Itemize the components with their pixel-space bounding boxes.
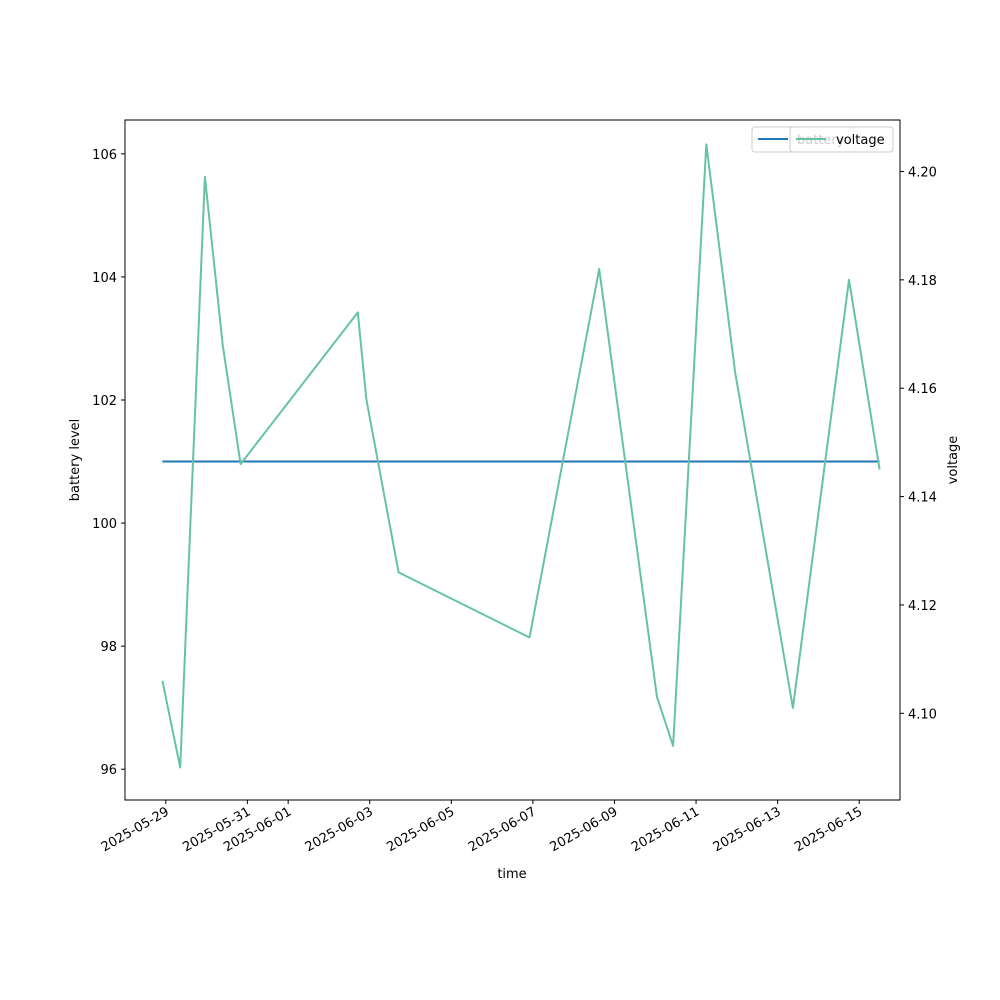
left-tick-label: 102 <box>92 394 117 409</box>
right-tick-label: 4.18 <box>908 274 937 289</box>
plot-lines <box>161 143 881 769</box>
left-tick-label: 96 <box>100 763 117 778</box>
left-axis-label: battery level <box>68 419 83 502</box>
legend-voltage-label: voltage <box>836 133 885 148</box>
legend-voltage: voltage <box>789 126 894 153</box>
right-tick-label: 4.14 <box>908 491 937 506</box>
left-tick-label: 104 <box>92 271 117 286</box>
legend-voltage-box <box>789 126 894 153</box>
left-axis: 96 98 100 102 104 106 <box>92 148 125 778</box>
right-axis: 4.10 4.12 4.14 4.16 4.18 4.20 <box>900 165 937 722</box>
right-tick-label: 4.10 <box>908 707 937 722</box>
left-tick-label: 98 <box>100 640 117 655</box>
right-tick-label: 4.12 <box>908 599 937 614</box>
series-line-voltage <box>161 143 881 769</box>
right-axis-label: voltage <box>946 436 961 485</box>
x-axis-label: time <box>497 867 526 882</box>
plot-frame <box>124 119 901 801</box>
right-tick-label: 4.16 <box>908 382 937 397</box>
left-tick-label: 106 <box>92 148 117 163</box>
right-tick-label: 4.20 <box>908 165 937 180</box>
left-tick-label: 100 <box>92 517 117 532</box>
